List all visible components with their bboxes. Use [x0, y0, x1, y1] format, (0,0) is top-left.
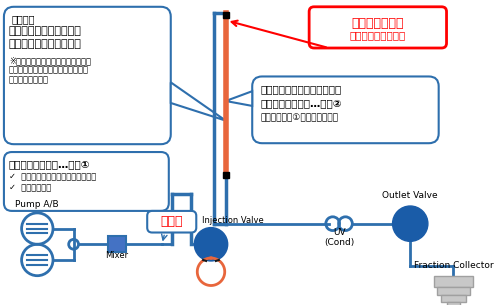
- Text: Fraction Collector: Fraction Collector: [414, 261, 493, 270]
- Bar: [108, 237, 126, 252]
- Bar: [446, 302, 460, 306]
- Text: ときの圧力を計測…圧力②: ときの圧力を計測…圧力②: [260, 98, 342, 108]
- FancyBboxPatch shape: [252, 76, 438, 143]
- Circle shape: [392, 206, 428, 241]
- Text: Pump A/B: Pump A/B: [16, 200, 59, 209]
- Text: 力はゼロとして計算するため詰まり: 力はゼロとして計算するため詰まり: [9, 66, 89, 75]
- FancyBboxPatch shape: [4, 152, 169, 211]
- Text: ✓  流速；使いたいカラムの最高流速: ✓ 流速；使いたいカラムの最高流速: [9, 173, 96, 182]
- Text: （＝カラム上流圧）: （＝カラム上流圧）: [350, 30, 406, 40]
- Text: 圧計測ポイント: 圧計測ポイント: [352, 17, 404, 30]
- Text: （準備）: （準備）: [12, 15, 36, 25]
- Text: チュービングを接続する: チュービングを接続する: [9, 39, 82, 49]
- Bar: [436, 287, 470, 295]
- Text: （条件は圧力①測定時と同じ）: （条件は圧力①測定時と同じ）: [260, 114, 338, 123]
- Bar: [440, 295, 466, 302]
- Text: Mixer: Mixer: [105, 251, 128, 260]
- Polygon shape: [171, 82, 226, 121]
- Text: の無いものを使用: の無いものを使用: [9, 75, 49, 84]
- FancyBboxPatch shape: [4, 7, 171, 144]
- Text: このポイントで配管を外した: このポイントで配管を外した: [260, 84, 342, 94]
- Text: ※ダミーチュービングで発生する初: ※ダミーチュービングで発生する初: [9, 56, 91, 65]
- FancyBboxPatch shape: [147, 211, 196, 233]
- Text: UV: UV: [333, 229, 345, 237]
- Text: Outlet Valve: Outlet Valve: [382, 191, 438, 200]
- Text: (Cond): (Cond): [324, 238, 354, 247]
- Polygon shape: [226, 91, 252, 106]
- Circle shape: [194, 228, 228, 261]
- Text: システム圧を測定…圧力①: システム圧を測定…圧力①: [9, 159, 90, 169]
- Text: Injection Valve: Injection Valve: [202, 216, 264, 225]
- Bar: [434, 276, 473, 287]
- Text: 圧力計: 圧力計: [160, 215, 183, 228]
- Text: ✓  溶液；超純水: ✓ 溶液；超純水: [9, 184, 51, 192]
- Text: カラムの代わりにダミー: カラムの代わりにダミー: [9, 26, 82, 36]
- FancyBboxPatch shape: [309, 7, 446, 48]
